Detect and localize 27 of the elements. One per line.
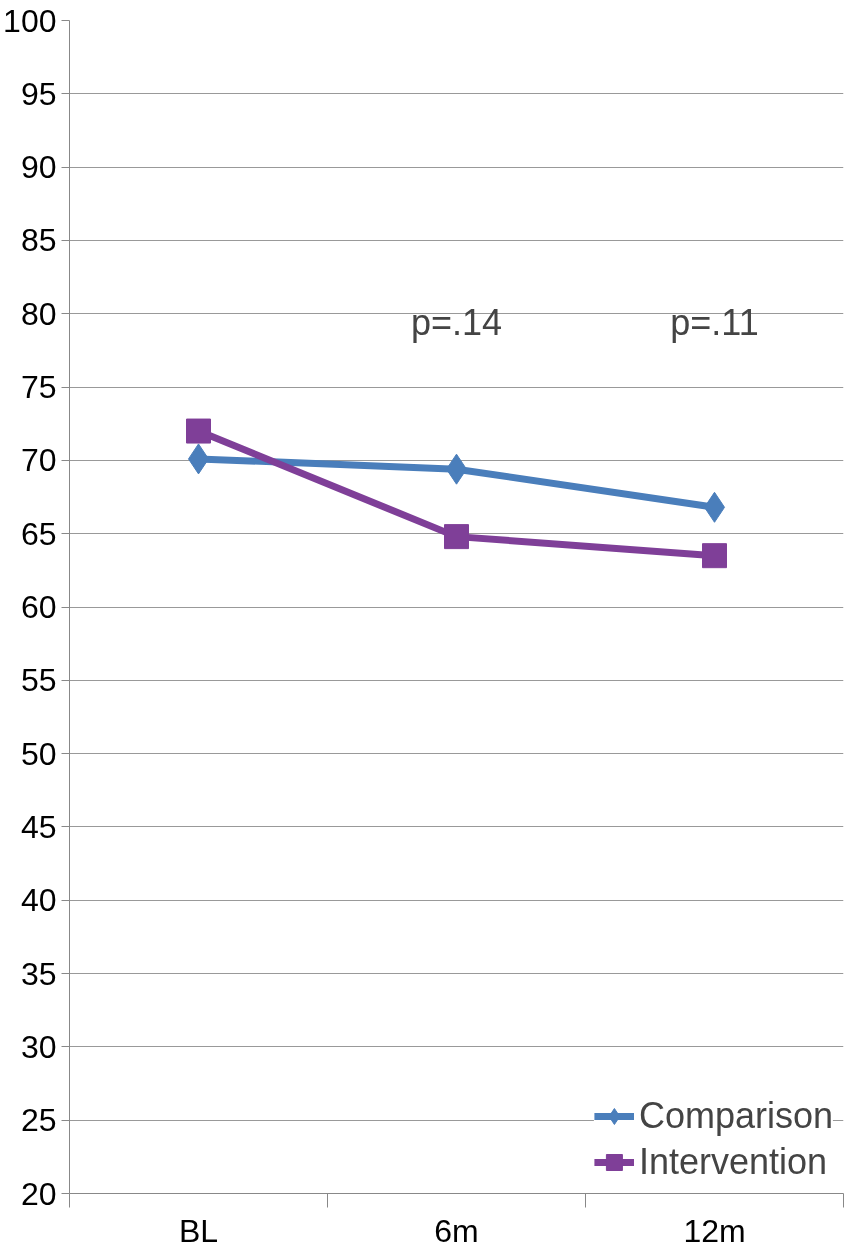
y-tick-label: 90 (20, 149, 57, 186)
y-tick-label: 100 (3, 2, 57, 39)
y-tick-label: 70 (20, 442, 57, 479)
y-tick-label: 40 (20, 882, 57, 919)
y-tick-label: 50 (20, 735, 57, 772)
y-tick-label: 35 (20, 955, 57, 992)
y-tick-label: 55 (20, 662, 57, 699)
legend-label: Intervention (638, 1141, 828, 1183)
y-tick-label: 95 (20, 75, 57, 112)
y-tick-label: 75 (20, 369, 57, 406)
point (444, 524, 469, 550)
y-tick-label: 25 (20, 1102, 57, 1139)
y-tick-label: 80 (20, 295, 57, 332)
x-tick-label: 6m (434, 1212, 479, 1249)
y-tick-label: 85 (20, 222, 57, 259)
y-tick-label: 30 (20, 1028, 57, 1065)
y-tick-label: 60 (20, 589, 57, 625)
point (702, 543, 727, 569)
point (186, 418, 211, 444)
annotation: p=.11 (670, 302, 759, 343)
y-tick-label: 65 (20, 515, 57, 552)
annotation: p=.14 (410, 302, 503, 343)
x-tick-label: BL (178, 1212, 219, 1249)
y-tick-label: 20 (20, 1175, 57, 1212)
y-tick-label: 45 (20, 808, 57, 845)
x-tick-label: 12m (683, 1212, 746, 1249)
legend-label: Comparison (638, 1095, 833, 1137)
